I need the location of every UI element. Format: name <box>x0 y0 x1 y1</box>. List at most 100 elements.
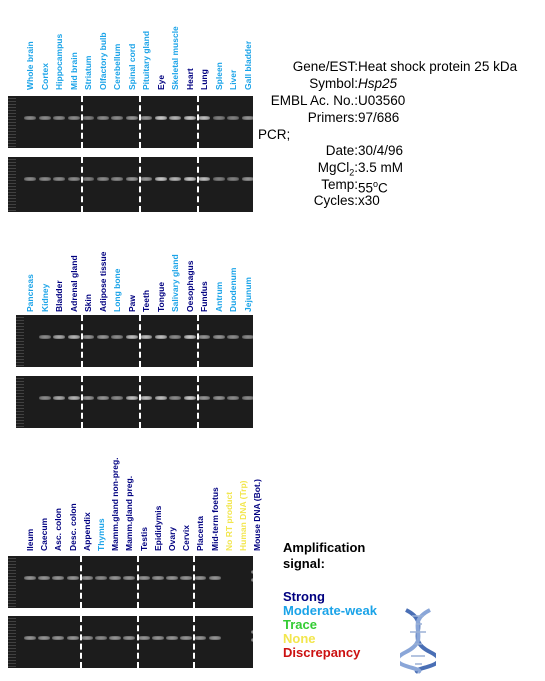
lane-label: Whole brain <box>25 41 35 90</box>
gel-band <box>180 636 193 640</box>
gel-image-bottom <box>16 376 253 428</box>
lane-label: Adrenal gland <box>68 255 79 312</box>
gel-band <box>109 636 122 640</box>
lane-label: Eye <box>155 74 166 90</box>
gel-band <box>212 396 225 400</box>
primers-key: Primers: <box>307 110 358 125</box>
gel-band <box>198 177 210 181</box>
lane-label: Spleen <box>213 62 224 90</box>
lane-label: Mid brain <box>68 52 79 90</box>
date-key: Date: <box>325 143 358 158</box>
gel-band <box>95 636 107 640</box>
gel-band <box>183 335 196 339</box>
lane-label: Thymus <box>96 518 106 551</box>
lane-label: Bladder <box>54 280 64 312</box>
gel-band <box>241 116 253 120</box>
lane-label: Desc. colon <box>67 503 78 551</box>
lane-group-divider <box>79 616 82 668</box>
gel-band <box>194 576 207 580</box>
lane-label: Jejunum <box>242 277 253 312</box>
gel-band <box>151 576 164 580</box>
legend-discrepancy: Discrepancy <box>283 645 361 660</box>
gel-band <box>166 636 178 640</box>
gel-band <box>208 576 221 580</box>
gel-band <box>183 116 196 120</box>
dna-helix-icon <box>400 608 436 674</box>
gel-band <box>80 636 93 640</box>
gel-band <box>38 177 51 181</box>
marker-ladder <box>16 376 24 428</box>
gel-band <box>111 335 123 339</box>
gel-band <box>67 116 80 120</box>
lane-label: Oesophagus <box>184 260 195 312</box>
lane-label: No RT product <box>223 491 234 551</box>
gel-band <box>82 116 94 120</box>
gel-band <box>53 116 65 120</box>
lane-group-divider <box>81 315 83 367</box>
lane-label: Human DNA (Trp) <box>238 480 248 551</box>
lane-label: Heart <box>184 68 195 90</box>
gel-band <box>227 177 239 181</box>
cycles-value: x30 <box>358 193 380 208</box>
gel-band <box>96 177 109 181</box>
lane-label: Liver <box>228 69 238 90</box>
gel-band <box>125 177 138 181</box>
lane-group-divider <box>139 315 141 367</box>
lane-group-divider <box>139 157 141 212</box>
temp-key: Temp: <box>321 177 358 192</box>
lane-label: Lung <box>199 69 209 90</box>
lane-label: Ileum <box>25 528 35 551</box>
lane-labels: Whole brain Cortex Hippocampus Mid brain Str… <box>25 0 257 90</box>
legend-moderate: Moderate-weak <box>283 603 377 618</box>
gel-image-bottom <box>8 616 253 668</box>
marker-ladder <box>8 157 16 212</box>
gel-band <box>154 396 167 400</box>
legend-title-line2: signal: <box>283 556 325 571</box>
gel-band <box>53 335 65 339</box>
gel-band <box>151 636 164 640</box>
gel-band <box>52 576 65 580</box>
lane-group-divider <box>193 616 196 668</box>
gel-band <box>123 636 136 640</box>
lane-group-divider <box>197 315 199 367</box>
gel-image-top <box>16 315 253 367</box>
cycles-key: Cycles: <box>313 193 358 208</box>
legend-none: None <box>283 631 316 646</box>
lane-group-divider <box>193 556 196 608</box>
lane-label: Teeth <box>141 289 151 312</box>
lane-label: Cortex <box>39 63 50 90</box>
lane-label: Duodenum <box>228 267 238 312</box>
gel-band <box>183 177 196 181</box>
gel-band <box>169 396 181 400</box>
gel-band <box>212 177 225 181</box>
lane-label: Antrum <box>213 281 224 312</box>
gel-band <box>24 576 36 580</box>
gel-band <box>140 396 152 400</box>
lane-label: Gall bladder <box>242 40 253 90</box>
marker-ladder <box>8 556 16 608</box>
gel-band <box>166 576 178 580</box>
mgcl-value: 3.5 mM <box>358 160 404 175</box>
gel-band <box>198 116 210 120</box>
gel-band <box>140 177 152 181</box>
gel-band <box>96 396 109 400</box>
lane-label: Pancreas <box>25 274 35 312</box>
lane-label: Mouse DNA (Bot.) <box>252 479 263 551</box>
lane-label: Adipose tissue <box>97 251 108 312</box>
gel-image-top <box>8 96 253 148</box>
gel-band <box>24 116 36 120</box>
gel-band <box>67 335 80 339</box>
lane-group-divider <box>139 96 141 148</box>
gel-band <box>241 335 253 339</box>
lane-label: Cervix <box>181 525 192 551</box>
gel-band <box>125 116 138 120</box>
temp-value: 55oC <box>358 179 388 196</box>
lane-group-divider <box>136 556 139 608</box>
lane-group-divider <box>136 616 139 668</box>
lane-label: Tongue <box>155 281 166 312</box>
symbol-value: Hsp25 <box>358 76 398 91</box>
lane-label: Pituitary gland <box>141 30 151 90</box>
gel-band <box>212 335 225 339</box>
gel-band <box>67 177 80 181</box>
gel-band <box>80 576 93 580</box>
